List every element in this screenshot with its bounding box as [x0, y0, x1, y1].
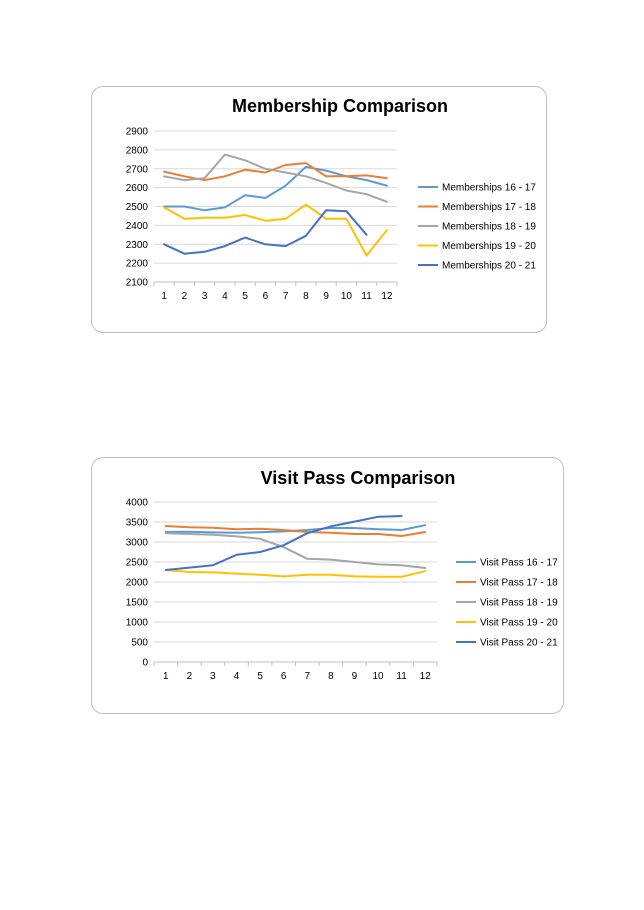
- x-tick-label: 3: [202, 291, 208, 302]
- visit-pass-chart-card: Visit Pass Comparison 0 500 1000 1500 2000 250…: [91, 457, 564, 714]
- x-tick-label: 12: [420, 671, 432, 682]
- x-tick-label: 2: [182, 291, 188, 302]
- x-tick-label: 11: [361, 291, 372, 302]
- x-tick-label: 9: [352, 671, 358, 682]
- y-tick-label: 3500: [126, 518, 149, 529]
- y-tick-label: 2100: [126, 278, 149, 289]
- y-tick-label: 1000: [126, 618, 149, 629]
- legend-label: Visit Pass 20 - 21: [480, 638, 558, 649]
- y-tick-label: 500: [131, 638, 148, 649]
- x-tick-label: 9: [323, 291, 329, 302]
- legend-label: Visit Pass 16 - 17: [480, 558, 558, 569]
- x-tick-label: 6: [263, 291, 269, 302]
- y-tick-label: 2200: [126, 259, 149, 270]
- series-line-4: [164, 569, 427, 578]
- membership-chart: Membership Comparison 2100 2200 2300 2400 250…: [126, 96, 537, 302]
- chart-title: Visit Pass Comparison: [261, 468, 456, 488]
- y-tick-label: 2300: [126, 240, 149, 251]
- x-tick-label: 1: [163, 671, 169, 682]
- legend-label: Visit Pass 17 - 18: [480, 578, 558, 589]
- y-tick-label: 2000: [126, 578, 149, 589]
- x-tick-label: 11: [396, 671, 407, 682]
- x-tick-label: 4: [222, 291, 228, 302]
- visit-pass-chart: Visit Pass Comparison 0 500 1000 1500 2000 250…: [126, 468, 558, 682]
- x-tick-label: 12: [381, 291, 393, 302]
- y-tick-label: 0: [142, 658, 148, 669]
- y-tick-label: 4000: [126, 498, 149, 509]
- x-tick-label: 10: [341, 291, 353, 302]
- x-tick-label: 7: [283, 291, 289, 302]
- x-tick-label: 5: [257, 671, 263, 682]
- series-line-5: [164, 515, 403, 571]
- x-tick-label: 2: [187, 671, 193, 682]
- y-tick-label: 2700: [126, 164, 149, 175]
- legend-label: Memberships 18 - 19: [442, 222, 536, 233]
- y-tick-label: 2800: [126, 145, 149, 156]
- x-tick-label: 6: [281, 671, 287, 682]
- membership-chart-card: Membership Comparison 2100 2200 2300 2400 250…: [91, 86, 547, 333]
- legend-label: Memberships 16 - 17: [442, 183, 536, 194]
- series-line-4: [163, 203, 388, 257]
- x-tick-label: 8: [303, 291, 309, 302]
- legend-label: Visit Pass 19 - 20: [480, 618, 558, 629]
- y-tick-label: 2500: [126, 202, 149, 213]
- series-line-1: [163, 165, 388, 212]
- legend-label: Memberships 20 - 21: [442, 261, 536, 272]
- x-tick-label: 3: [210, 671, 216, 682]
- x-tick-label: 4: [234, 671, 240, 682]
- x-tick-label: 5: [242, 291, 248, 302]
- series-line-5: [163, 209, 368, 255]
- x-tick-label: 8: [328, 671, 334, 682]
- y-tick-label: 2400: [126, 221, 149, 232]
- legend-label: Memberships 19 - 20: [442, 241, 536, 252]
- y-tick-label: 2600: [126, 183, 149, 194]
- y-tick-label: 3000: [126, 538, 149, 549]
- y-tick-label: 1500: [126, 598, 149, 609]
- legend-label: Visit Pass 18 - 19: [480, 598, 558, 609]
- legend-label: Memberships 17 - 18: [442, 202, 536, 213]
- series-line-3: [163, 153, 388, 203]
- y-tick-label: 2900: [126, 127, 149, 138]
- y-tick-label: 2500: [126, 558, 149, 569]
- series-line-2: [164, 525, 427, 537]
- x-tick-label: 1: [161, 291, 167, 302]
- x-tick-label: 10: [372, 671, 384, 682]
- chart-title: Membership Comparison: [232, 96, 448, 116]
- series-line-3: [164, 532, 427, 569]
- x-tick-label: 7: [305, 671, 311, 682]
